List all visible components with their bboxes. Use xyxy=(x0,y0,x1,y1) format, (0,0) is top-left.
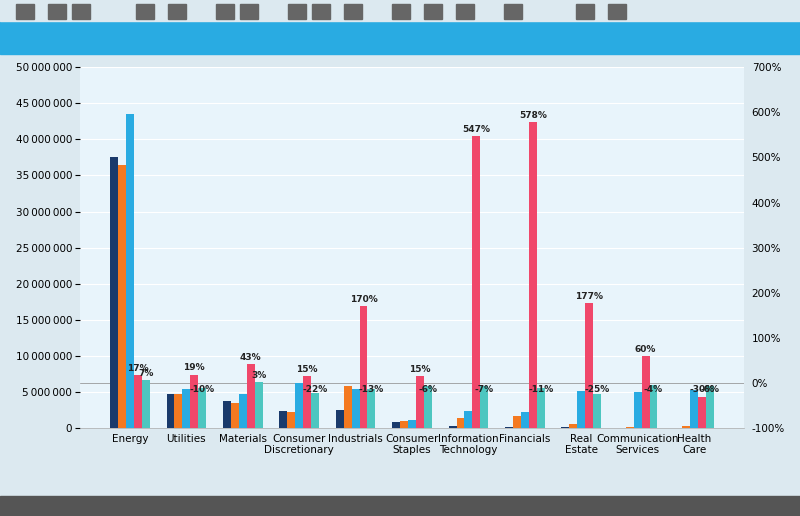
Bar xyxy=(142,380,150,428)
Bar xyxy=(626,427,634,428)
Bar xyxy=(682,426,690,428)
Bar xyxy=(578,391,585,428)
Bar xyxy=(562,427,570,428)
Text: -25%: -25% xyxy=(585,385,610,394)
Bar xyxy=(593,394,601,428)
Text: -6%: -6% xyxy=(700,385,719,394)
Text: -11%: -11% xyxy=(528,385,554,394)
Text: -30%: -30% xyxy=(690,385,714,394)
Bar xyxy=(642,356,650,428)
Bar xyxy=(424,386,432,428)
Bar xyxy=(449,426,457,428)
Text: 170%: 170% xyxy=(350,295,378,304)
Text: -13%: -13% xyxy=(358,385,384,394)
Bar xyxy=(465,411,472,428)
Bar xyxy=(585,303,593,428)
Bar xyxy=(472,136,480,428)
Bar xyxy=(110,157,118,428)
Bar xyxy=(457,418,465,428)
Text: 547%: 547% xyxy=(462,125,490,134)
Bar xyxy=(480,386,488,428)
Bar xyxy=(344,386,352,428)
Bar xyxy=(311,393,319,428)
Text: 60%: 60% xyxy=(635,345,656,354)
Bar xyxy=(254,382,262,428)
Bar xyxy=(279,411,287,428)
Bar xyxy=(126,114,134,428)
Text: 578%: 578% xyxy=(518,111,546,120)
Bar xyxy=(198,388,206,428)
Bar xyxy=(392,422,400,428)
Bar xyxy=(706,386,714,428)
Text: -22%: -22% xyxy=(302,385,327,394)
Text: -7%: -7% xyxy=(474,385,494,394)
Bar xyxy=(505,427,513,428)
Text: 19%: 19% xyxy=(183,363,205,373)
Bar xyxy=(166,394,174,428)
Text: -6%: -6% xyxy=(418,385,438,394)
Bar xyxy=(295,383,303,428)
Text: 3%: 3% xyxy=(251,370,266,380)
Bar xyxy=(521,412,529,428)
Bar xyxy=(690,390,698,428)
Bar xyxy=(303,376,311,428)
Bar xyxy=(408,421,416,428)
Bar xyxy=(239,394,246,428)
Bar xyxy=(287,412,295,428)
Legend: 2019, 2020, 2021, % change Scope 3 downstream, % change Scope 1 & 2 & 3 upstream: 2019, 2020, 2021, % change Scope 3 downs… xyxy=(132,513,692,516)
Bar xyxy=(118,165,126,428)
Text: 177%: 177% xyxy=(575,292,603,301)
Bar xyxy=(634,392,642,428)
Text: -4%: -4% xyxy=(644,385,663,394)
Text: 43%: 43% xyxy=(240,352,262,362)
Bar xyxy=(246,364,254,428)
Bar xyxy=(400,421,408,428)
Bar xyxy=(513,416,521,428)
Text: 7%: 7% xyxy=(138,369,154,378)
Bar xyxy=(650,385,658,428)
Bar xyxy=(416,376,424,428)
Bar xyxy=(134,376,142,428)
Bar xyxy=(367,389,375,428)
Bar xyxy=(537,388,545,428)
Bar xyxy=(529,122,537,428)
Bar xyxy=(336,410,344,428)
Bar xyxy=(190,375,198,428)
Bar xyxy=(359,307,367,428)
Text: -10%: -10% xyxy=(190,385,214,394)
Bar xyxy=(570,424,578,428)
Bar xyxy=(352,389,359,428)
Text: 17%: 17% xyxy=(127,364,149,373)
Bar xyxy=(174,394,182,428)
Bar xyxy=(698,397,706,428)
Bar xyxy=(182,389,190,428)
Bar xyxy=(231,403,239,428)
Text: 15%: 15% xyxy=(409,365,430,374)
Bar xyxy=(223,401,231,428)
Text: 15%: 15% xyxy=(296,365,318,374)
